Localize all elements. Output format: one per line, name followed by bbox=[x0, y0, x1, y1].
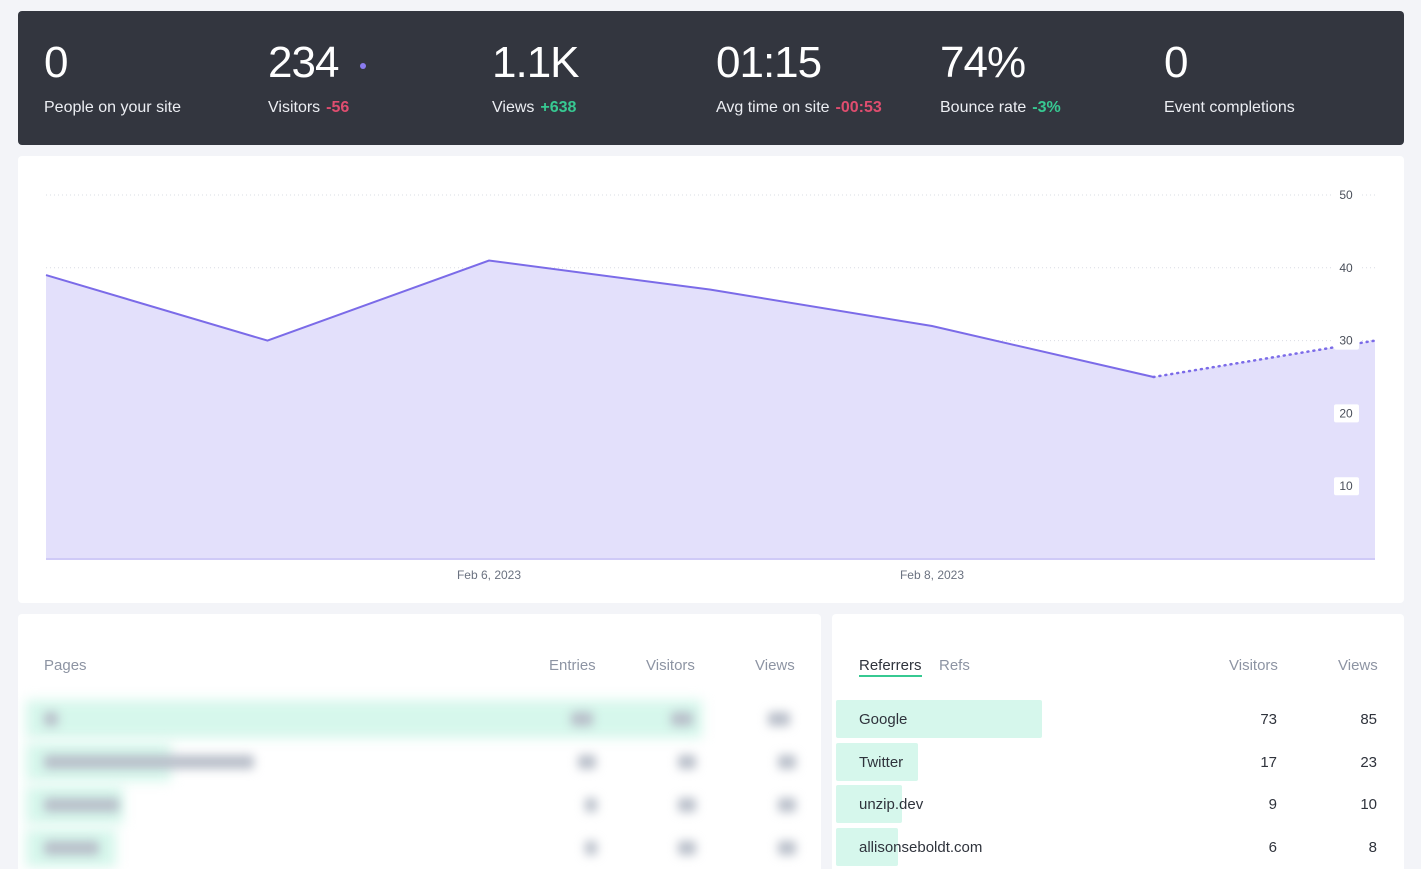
stat-label: Views +638 bbox=[492, 99, 577, 116]
stat-label: Visitors -56 bbox=[268, 99, 350, 116]
y-tick-bg bbox=[1334, 404, 1359, 423]
page-value-redacted bbox=[571, 712, 593, 726]
page-value-redacted bbox=[768, 712, 790, 726]
chart-line bbox=[45, 259, 1154, 378]
referrer-name[interactable]: allisonseboldt.com bbox=[859, 838, 983, 856]
referrer-row[interactable]: Twitter 17 23 bbox=[832, 742, 1404, 781]
page-path-redacted bbox=[44, 712, 58, 726]
page-row[interactable] bbox=[18, 786, 821, 824]
y-tick-label: 40 bbox=[1339, 261, 1353, 275]
stat-label: Avg time on site -00:53 bbox=[716, 99, 882, 116]
stat-change: -00:53 bbox=[835, 99, 882, 116]
y-tick-label: 50 bbox=[1339, 188, 1353, 202]
stat-change: +638 bbox=[540, 99, 577, 116]
page-path-redacted bbox=[44, 841, 99, 855]
y-tick-bg bbox=[1334, 331, 1359, 350]
referrer-bar bbox=[836, 785, 902, 823]
stat-value: 0 bbox=[1164, 38, 1188, 87]
referrers-card: Referrers Refs Visitors Views Google 73 85… bbox=[832, 614, 1404, 869]
referrer-visitors: 17 bbox=[1260, 753, 1277, 771]
page-path-redacted bbox=[44, 798, 119, 812]
referrer-views: 23 bbox=[1360, 753, 1377, 771]
visitors-column-header[interactable]: Visitors bbox=[1229, 657, 1278, 674]
stat-label: Event completions bbox=[1164, 99, 1295, 116]
referrer-visitors: 73 bbox=[1260, 711, 1277, 728]
referrer-views: 8 bbox=[1368, 838, 1377, 856]
stat-value: 234 bbox=[268, 38, 339, 87]
page-value-redacted bbox=[678, 841, 696, 855]
page-row[interactable] bbox=[18, 700, 821, 738]
referrer-views: 85 bbox=[1360, 711, 1377, 728]
stat-change: -56 bbox=[326, 99, 350, 116]
stat-bounce-rate[interactable]: 74% Bounce rate -3% bbox=[940, 41, 1061, 117]
page-value-redacted bbox=[678, 798, 696, 812]
referrer-views: 10 bbox=[1360, 796, 1377, 813]
chart-area bbox=[46, 260, 1375, 559]
referrer-row[interactable]: unzip.dev 9 10 bbox=[832, 785, 1404, 823]
page-value-redacted bbox=[585, 798, 597, 812]
x-tick-label: Feb 6, 2023 bbox=[457, 568, 521, 582]
stats-bar: 0 People on your site 234 Visitors -56 1.… bbox=[18, 11, 1404, 145]
x-tick-label: Feb 8, 2023 bbox=[900, 568, 964, 582]
referrer-name[interactable]: unzip.dev bbox=[859, 796, 924, 813]
stat-avg-time[interactable]: 01:15 Avg time on site -00:53 bbox=[716, 41, 882, 117]
referrer-bar bbox=[836, 700, 1042, 738]
stat-label: People on your site bbox=[44, 99, 181, 116]
stat-live-visitors[interactable]: 0 People on your site bbox=[44, 41, 181, 117]
visitors-column-header[interactable]: Visitors bbox=[646, 657, 695, 674]
stat-value: 01:15 bbox=[716, 38, 822, 87]
page-value-redacted bbox=[778, 841, 796, 855]
y-tick-label: 20 bbox=[1339, 406, 1353, 420]
page-value-redacted bbox=[678, 755, 696, 769]
views-column-header[interactable]: Views bbox=[1338, 657, 1378, 674]
page-value-redacted bbox=[778, 798, 796, 812]
stat-value: 74% bbox=[940, 38, 1026, 87]
y-tick-label: 30 bbox=[1339, 334, 1353, 348]
stat-visitors[interactable]: 234 Visitors -56 bbox=[268, 38, 367, 117]
page-row[interactable] bbox=[18, 829, 821, 867]
y-tick-bg bbox=[1334, 186, 1359, 204]
stat-change: -3% bbox=[1032, 99, 1061, 116]
referrer-row[interactable]: Google 73 85 bbox=[832, 700, 1404, 738]
stat-label: Bounce rate -3% bbox=[940, 99, 1061, 116]
pages-title: Pages bbox=[44, 657, 87, 674]
page-row[interactable] bbox=[18, 743, 821, 781]
referrer-bar bbox=[836, 827, 898, 866]
y-tick-bg bbox=[1334, 477, 1359, 496]
pages-card: Pages Entries Visitors Views bbox=[18, 614, 821, 869]
tab-refs[interactable]: Refs bbox=[939, 657, 970, 674]
live-dot-icon bbox=[360, 63, 367, 69]
referrer-visitors: 9 bbox=[1268, 796, 1277, 813]
referrer-bar bbox=[836, 742, 919, 781]
page-value-redacted bbox=[585, 841, 597, 855]
referrer-row[interactable]: allisonseboldt.com 6 8 bbox=[832, 827, 1404, 866]
stat-value: 1.1K bbox=[492, 38, 580, 87]
referrer-name[interactable]: Google bbox=[859, 711, 908, 728]
stat-event-completions[interactable]: 0 Event completions bbox=[1164, 41, 1295, 117]
page-value-redacted bbox=[578, 755, 596, 769]
page-bar bbox=[26, 700, 703, 738]
views-column-header[interactable]: Views bbox=[755, 657, 795, 674]
page-value-redacted bbox=[671, 712, 693, 726]
visitors-chart-card: 10 20 30 40 50 Feb 6, 2023 Feb 8, 2023 bbox=[18, 156, 1404, 603]
page-path-redacted bbox=[44, 755, 254, 769]
referrer-name[interactable]: Twitter bbox=[859, 753, 904, 771]
stat-value-row: 234 bbox=[268, 38, 367, 87]
visitors-chart[interactable]: 10 20 30 40 50 Feb 6, 2023 Feb 8, 2023 bbox=[18, 156, 1404, 603]
y-tick-bg bbox=[1334, 258, 1359, 277]
stat-value: 0 bbox=[44, 38, 68, 87]
entries-column-header[interactable]: Entries bbox=[549, 657, 596, 674]
stat-views[interactable]: 1.1K Views +638 bbox=[492, 38, 580, 117]
referrer-visitors: 6 bbox=[1268, 838, 1277, 856]
y-tick-label: 10 bbox=[1339, 479, 1353, 493]
tab-referrers[interactable]: Referrers bbox=[859, 657, 922, 677]
page-value-redacted bbox=[778, 755, 796, 769]
